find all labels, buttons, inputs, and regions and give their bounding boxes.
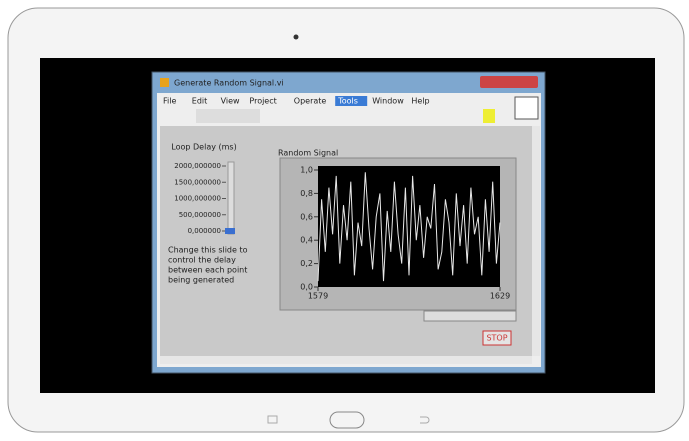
slider-tick-label: 500,000000 bbox=[179, 211, 221, 219]
y-tick-label: 1,0 bbox=[300, 166, 313, 175]
window-title: Generate Random Signal.vi bbox=[174, 79, 284, 88]
h-scrollbar[interactable] bbox=[160, 356, 532, 364]
graph-scrollbar[interactable] bbox=[424, 311, 516, 321]
menu-item[interactable]: Tools bbox=[337, 97, 358, 106]
menu-item[interactable]: File bbox=[163, 97, 176, 106]
graph-title: Random Signal bbox=[278, 149, 338, 158]
y-tick-label: 0,2 bbox=[300, 259, 313, 268]
window-controls[interactable] bbox=[480, 76, 538, 88]
y-tick-label: 0,4 bbox=[300, 236, 313, 245]
help-icon[interactable] bbox=[483, 109, 495, 123]
menu-item[interactable]: Project bbox=[249, 97, 276, 106]
slider-track[interactable] bbox=[228, 162, 234, 234]
slider-tick-label: 1000,000000 bbox=[174, 195, 221, 203]
slider-tick-label: 1500,000000 bbox=[174, 178, 221, 186]
menu-item[interactable]: Edit bbox=[192, 97, 208, 106]
menu-item[interactable]: Help bbox=[411, 97, 429, 106]
y-tick-label: 0,6 bbox=[300, 212, 313, 221]
slider-label: Loop Delay (ms) bbox=[171, 143, 236, 152]
note-line: Change this slide to bbox=[168, 246, 248, 255]
note-line: between each point bbox=[168, 266, 247, 275]
slider-thumb[interactable] bbox=[225, 228, 235, 234]
slider-tick-label: 0,000000 bbox=[188, 227, 221, 235]
note-line: control the delay bbox=[168, 256, 236, 265]
y-tick-label: 0,0 bbox=[300, 283, 313, 292]
x-tick-label: 1629 bbox=[490, 292, 510, 301]
v-scrollbar[interactable] bbox=[532, 126, 540, 356]
stop-label: STOP bbox=[486, 334, 507, 343]
y-tick-label: 0,8 bbox=[300, 189, 313, 198]
screen: Generate Random Signal.vi Loop Delay (ms… bbox=[0, 0, 689, 437]
slider-tick-label: 2000,000000 bbox=[174, 162, 221, 170]
x-tick-label: 1579 bbox=[308, 292, 328, 301]
camera bbox=[294, 35, 299, 40]
note-line: being generated bbox=[168, 276, 234, 285]
menu-item[interactable]: View bbox=[221, 97, 240, 106]
menu-item[interactable]: Window bbox=[372, 97, 404, 106]
vi-icon bbox=[515, 97, 538, 119]
app-icon bbox=[160, 78, 169, 87]
toolbar bbox=[196, 109, 260, 123]
menu-item[interactable]: Operate bbox=[294, 97, 327, 106]
